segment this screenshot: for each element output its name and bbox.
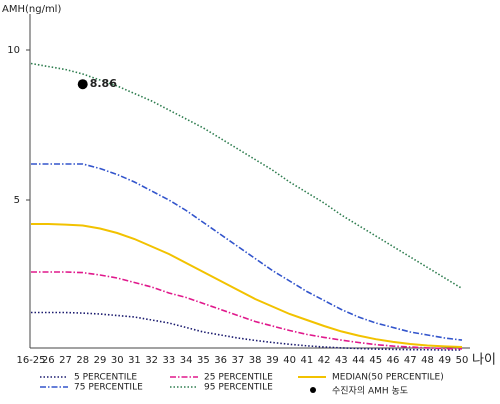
x-tick-label: 42 xyxy=(318,355,331,366)
x-tick-label: 29 xyxy=(94,355,107,366)
x-tick-label: 26 xyxy=(42,355,55,366)
series-line xyxy=(31,271,463,350)
x-tick-label: 44 xyxy=(352,355,365,366)
point-label: 8.86 xyxy=(90,77,117,90)
x-tick-label: 31 xyxy=(128,355,141,366)
x-tick-label: 27 xyxy=(59,355,72,366)
x-tick-label: 16-25 xyxy=(16,355,45,366)
y-tick-label: 5 xyxy=(14,195,20,206)
x-tick-label: 33 xyxy=(163,355,176,366)
x-tick-label: 37 xyxy=(232,355,245,366)
x-axis-label: 나이 xyxy=(472,353,496,368)
y-axis-label: AMH(ng/ml) xyxy=(2,4,61,15)
series-line xyxy=(31,223,463,348)
legend-label: 75 PERCENTILE xyxy=(74,383,143,393)
legend-swatch xyxy=(310,387,316,393)
x-tick-label: 50 xyxy=(456,355,469,366)
legend-label: 95 PERCENTILE xyxy=(204,383,273,393)
x-tick-label: 45 xyxy=(369,355,382,366)
x-tick-label: 38 xyxy=(249,355,262,366)
x-tick-label: 34 xyxy=(180,355,193,366)
x-tick-label: 40 xyxy=(283,355,296,366)
legend-label: 5 PERCENTILE xyxy=(74,373,137,383)
x-tick-label: 36 xyxy=(214,355,227,366)
x-tick-label: 47 xyxy=(404,355,417,366)
y-tick-label: 10 xyxy=(7,45,20,56)
patient-point xyxy=(77,79,88,90)
series-line xyxy=(30,62,463,290)
x-tick-label: 41 xyxy=(300,355,313,366)
x-tick-label: 49 xyxy=(438,355,451,366)
x-tick-label: 46 xyxy=(387,355,400,366)
x-tick-label: 39 xyxy=(266,355,279,366)
x-tick-label: 32 xyxy=(145,355,158,366)
series-line xyxy=(31,311,462,351)
x-tick-label: 48 xyxy=(421,355,434,366)
series-line xyxy=(31,163,463,341)
x-tick-label: 30 xyxy=(111,355,124,366)
legend-label: 수진자의 AMH 농도 xyxy=(332,386,408,397)
legend-label: 25 PERCENTILE xyxy=(204,373,273,383)
x-tick-label: 28 xyxy=(76,355,89,366)
x-tick-label: 43 xyxy=(335,355,348,366)
legend-label: MEDIAN(50 PERCENTILE) xyxy=(332,373,444,383)
x-tick-label: 35 xyxy=(197,355,210,366)
